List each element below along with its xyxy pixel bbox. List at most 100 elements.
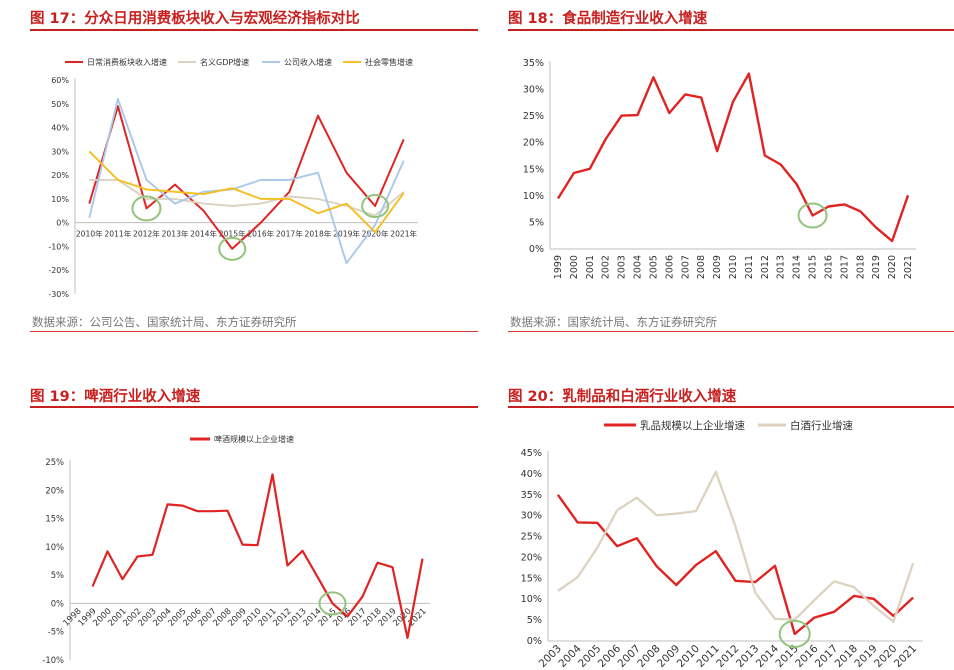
chart-title-fig17: 图 17：分众日用消费板块收入与宏观经济指标对比 (30, 11, 360, 27)
series-line-0 (91, 473, 424, 639)
chart-fig18: 35% 30% 25% 20% 15% 10% 5% 0% 1999 2000 2001 2002 20… (523, 58, 916, 279)
legend-label: 乳品规模以上企业增速 (640, 419, 745, 432)
legend-label: 社会零售增速 (365, 57, 413, 67)
x-tick-label: 2008 (696, 255, 707, 279)
title-rule (30, 29, 478, 31)
x-tick-label: 2017 (839, 255, 850, 279)
chart-title-fig18: 图 18：食品制造行业收入增速 (508, 11, 708, 27)
y-tick-label: 20% (521, 552, 542, 563)
y-tick-label: 0% (529, 244, 544, 255)
y-tick-label: 15% (521, 573, 542, 584)
legend-label: 白酒行业增速 (790, 419, 853, 432)
x-tick-label: 2013年 (162, 229, 189, 239)
x-tick-label: 2020 (887, 255, 898, 279)
y-tick-label: 30% (51, 147, 69, 156)
series-line-0 (556, 494, 914, 636)
y-tick-label: 35% (523, 58, 544, 69)
x-tick-label: 2011 (744, 255, 755, 279)
panel-fig20: 图 20：乳制品和白酒行业收入增速 45% 40% 35% 30% 25% 20% 15% 1… (508, 383, 954, 670)
y-tick-label: 40% (51, 124, 69, 133)
highlight-circle (778, 619, 811, 648)
bottom-rule (508, 331, 954, 332)
legend-label: 名义GDP增速 (200, 57, 249, 67)
y-tick-label: -30% (48, 290, 69, 299)
y-tick-label: 45% (521, 448, 542, 459)
series-line-3 (88, 150, 405, 234)
highlight-circle (131, 195, 162, 222)
y-tick-label: 20% (45, 485, 64, 495)
chart-fig20: 45%40%35%30%25%20%15%10%5%0%200320042005… (521, 419, 923, 670)
highlight-circle (797, 202, 828, 229)
y-tick-label: 15% (45, 514, 64, 524)
source-note: 数据来源：公司公告、国家统计局、东方证券研究所 (32, 315, 297, 329)
y-tick-label: 60% (51, 76, 69, 85)
y-tick-label: 25% (523, 111, 544, 122)
y-tick-label: 35% (521, 490, 542, 501)
y-tick-label: 25% (45, 457, 64, 467)
x-tick-label: 2017年 (276, 229, 303, 239)
panel-fig19: 图 19：啤酒行业收入增速 25% 20% 15% 10% 5% 0% -5% -10% 199… (30, 383, 478, 670)
y-tick-label: 10% (45, 542, 64, 552)
highlight-circle (361, 194, 390, 219)
x-tick-label: 2015 (808, 255, 819, 279)
x-tick-label: 2016年 (247, 229, 274, 239)
highlight-circle (218, 236, 247, 261)
x-tick-label: 2021年 (390, 229, 417, 239)
series-line-2 (88, 98, 405, 265)
x-tick-label: 2018 (855, 255, 866, 279)
x-tick-label: 2016 (823, 255, 834, 279)
x-tick-label: 2013 (776, 255, 787, 279)
x-tick-label: 2019 (871, 255, 882, 279)
y-tick-label: -10% (42, 655, 64, 665)
y-tick-label: -5% (48, 627, 64, 637)
x-tick-label: 2005 (648, 255, 659, 279)
x-tick-label: 2001 (585, 255, 596, 279)
legend-label: 日常消费板块收入增速 (87, 57, 167, 67)
highlight-circle (318, 591, 347, 616)
x-tick-label: 1999 (553, 255, 564, 279)
series-line-1 (557, 470, 915, 623)
y-tick-label: 5% (51, 570, 64, 580)
x-tick-label: 2014年 (190, 229, 217, 239)
x-tick-label: 2019年 (333, 229, 360, 239)
x-tick-label: 2015年 (219, 229, 246, 239)
x-tick-label: 2009 (712, 255, 723, 279)
y-tick-label: 0% (51, 598, 64, 608)
x-tick-label: 2021 (903, 255, 914, 279)
legend-label: 啤酒规模以上企业增速 (214, 434, 294, 444)
source-note: 数据来源：国家统计局、东方证券研究所 (510, 315, 717, 329)
y-tick-label: 15% (523, 164, 544, 175)
x-tick-label: 2003 (617, 255, 628, 279)
x-tick-label: 2021 (892, 643, 919, 670)
panel-fig17: 图 17：分众日用消费板块收入与宏观经济指标对比 60% 50% 40% 30% 20%… (30, 0, 478, 335)
x-tick-label: 2007 (680, 255, 691, 279)
title-rule (508, 29, 954, 31)
x-tick-label: 2006 (664, 255, 675, 279)
x-tick-label: 2010年 (76, 229, 103, 239)
chart-fig17: 60%50%40%30%20%10%0%-10%-20%-30%2010年 201… (48, 57, 418, 299)
y-tick-label: 5% (529, 217, 544, 228)
chart-title-fig20: 图 20：乳制品和白酒行业收入增速 (508, 389, 737, 405)
series-line-0 (88, 105, 405, 250)
y-tick-label: 5% (527, 615, 542, 626)
y-tick-label: 0% (527, 636, 542, 647)
title-rule (30, 406, 478, 408)
y-tick-label: -10% (48, 242, 69, 251)
x-tick-label: 2004 (633, 255, 644, 279)
chart-title-fig19: 图 19：啤酒行业收入增速 (30, 389, 201, 405)
y-tick-label: -20% (48, 266, 69, 275)
x-tick-label: 2012年 (133, 229, 160, 239)
chart-fig19: 25%20%15%10%5%0%-5%-10%19981999200020012… (42, 434, 430, 665)
x-tick-label: 2018年 (304, 229, 331, 239)
x-tick-label: 2012 (760, 255, 771, 279)
x-tick-label: 2000 (569, 255, 580, 279)
title-rule (508, 406, 954, 408)
y-tick-label: 0% (56, 219, 69, 228)
x-tick-label: 2011年 (104, 229, 131, 239)
y-tick-label: 10% (521, 594, 542, 605)
y-tick-label: 30% (521, 511, 542, 522)
series-line-0 (556, 72, 910, 243)
panel-fig18: 图 18：食品制造行业收入增速 35% 30% 25% 20% 15% 10% 5% 0% 19… (508, 0, 954, 335)
y-tick-label: 30% (523, 85, 544, 96)
y-tick-label: 10% (523, 191, 544, 202)
